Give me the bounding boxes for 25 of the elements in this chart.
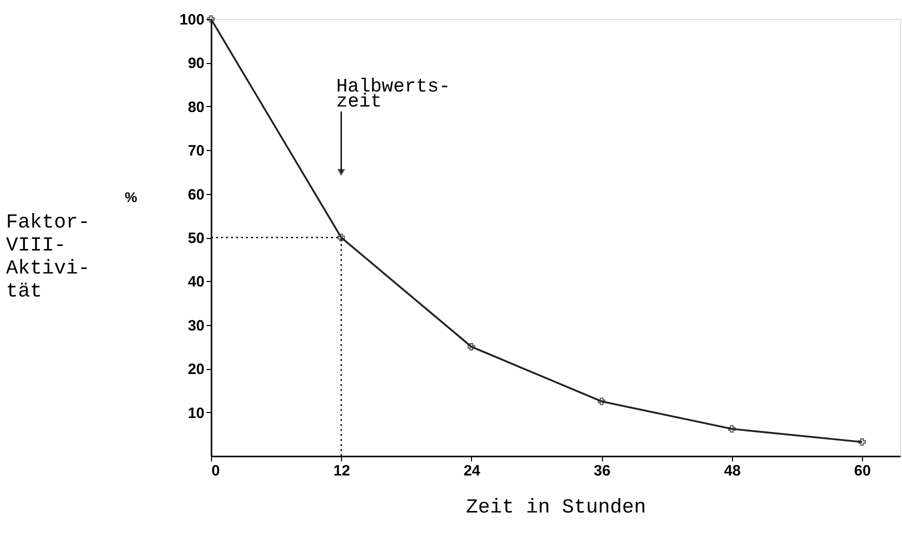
y-tick-label: 20: [188, 361, 204, 378]
y-tick-label: 100: [179, 12, 204, 28]
y-tick-label: 40: [188, 274, 204, 291]
annotation: Halbwerts- zeit: [336, 76, 450, 112]
y-tick-label: 70: [188, 142, 204, 160]
point: [468, 342, 476, 351]
x-tick-label: 60: [854, 462, 871, 480]
y-tick-label: 30: [188, 317, 204, 334]
y-tick-label: 90: [188, 55, 204, 72]
y-tick-label: 60: [188, 186, 204, 204]
y-tick-label: 10: [188, 404, 204, 422]
x-axis-title: Zeit in Stunden: [466, 496, 646, 520]
point: [598, 398, 606, 406]
x-tick-label: 12: [333, 462, 350, 480]
y-axis-title: Faktor- VIII- Aktivi- tät: [6, 211, 90, 304]
x-tick-label: 36: [594, 462, 610, 480]
x-tick-label: 0: [212, 462, 220, 480]
point: [337, 234, 345, 242]
x-tick-label: 24: [464, 462, 481, 480]
text: %: [124, 189, 138, 206]
x-tick-label: 48: [724, 462, 741, 480]
point: [858, 438, 866, 446]
y-tick-label: 50: [188, 230, 204, 247]
point: [728, 425, 736, 433]
y-tick-label: 80: [188, 98, 204, 116]
